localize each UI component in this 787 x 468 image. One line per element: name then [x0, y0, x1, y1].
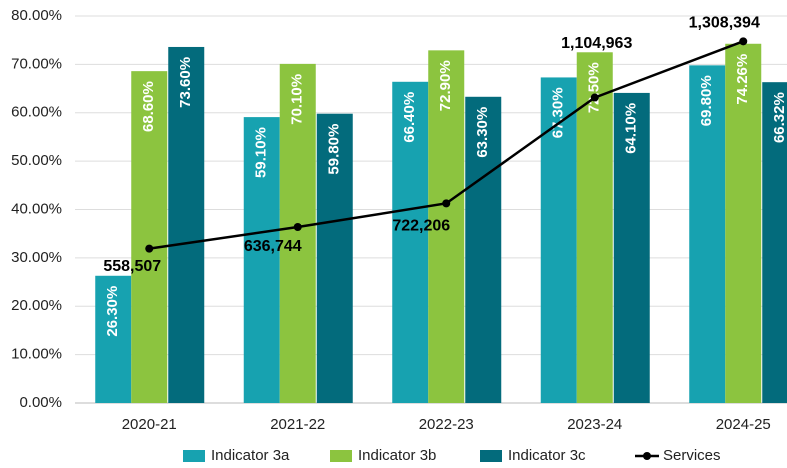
x-tick-label: 2021-22: [270, 416, 325, 433]
bar: [689, 65, 726, 403]
bar-value-label: 26.30%: [104, 286, 121, 337]
y-tick-label: 20.00%: [11, 297, 62, 314]
line-value-label: 636,744: [244, 238, 302, 255]
bar: [725, 43, 762, 404]
bar-value-label: 59.80%: [326, 124, 343, 175]
bar: [576, 52, 613, 403]
bar: [131, 71, 168, 404]
bar: [392, 81, 429, 403]
bar-value-label: 66.32%: [771, 92, 787, 143]
line-value-label: 722,206: [392, 218, 450, 235]
line-value-label: 558,507: [103, 258, 161, 275]
line-value-label: 1,104,963: [561, 35, 632, 52]
legend-swatch: [480, 450, 502, 462]
bar: [316, 113, 353, 403]
legend-swatch: [643, 452, 651, 460]
bar: [279, 63, 316, 404]
line-value-label: 1,308,394: [689, 15, 760, 32]
bar-value-label: 70.10%: [289, 74, 306, 125]
line-point: [739, 37, 748, 46]
bar: [613, 92, 650, 403]
bar: [465, 96, 502, 403]
line-point: [442, 199, 451, 208]
x-tick-label: 2023-24: [567, 416, 622, 433]
legend-swatch: [183, 450, 205, 462]
y-tick-label: 50.00%: [11, 152, 62, 169]
y-tick-label: 70.00%: [11, 55, 62, 72]
bar: [243, 117, 280, 403]
legend-label: Indicator 3c: [508, 447, 586, 464]
bar: [428, 50, 465, 403]
y-tick-label: 0.00%: [19, 394, 62, 411]
bar-value-label: 63.30%: [474, 107, 491, 158]
y-tick-label: 10.00%: [11, 346, 62, 363]
line-point: [145, 244, 154, 253]
legend-label: Indicator 3b: [358, 447, 436, 464]
bar-value-label: 68.60%: [140, 81, 157, 132]
bar-value-label: 69.80%: [698, 75, 715, 126]
bar: [762, 82, 787, 403]
line-point: [590, 93, 599, 102]
bar: [95, 275, 132, 403]
bar-value-label: 64.10%: [623, 103, 640, 154]
y-tick-label: 80.00%: [11, 7, 62, 24]
x-tick-label: 2024-25: [716, 416, 771, 433]
line-point: [293, 222, 302, 231]
bar-value-label: 72.90%: [437, 60, 454, 111]
legend-swatch: [330, 450, 352, 462]
y-tick-label: 40.00%: [11, 200, 62, 217]
y-tick-label: 30.00%: [11, 249, 62, 266]
bar-value-label: 59.10%: [253, 127, 270, 178]
bar-value-label: 67.30%: [550, 87, 567, 138]
bar: [168, 46, 205, 404]
y-tick-label: 60.00%: [11, 104, 62, 121]
legend-label: Services: [663, 447, 721, 464]
x-tick-label: 2022-23: [419, 416, 474, 433]
legend-label: Indicator 3a: [211, 447, 290, 464]
bar-value-label: 66.40%: [401, 92, 418, 143]
bar-value-label: 73.60%: [177, 57, 194, 108]
bar-value-label: 72.50%: [586, 62, 603, 113]
x-tick-label: 2020-21: [122, 416, 177, 433]
bar-value-label: 74.26%: [734, 54, 751, 105]
